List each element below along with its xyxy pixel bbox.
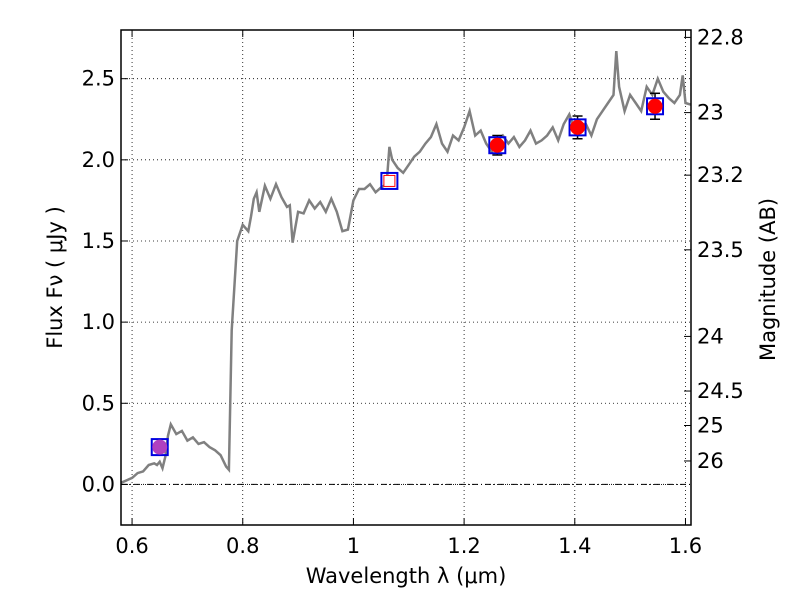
marker-band-4: [568, 115, 587, 140]
x-tick-label-5: 1.6: [669, 534, 702, 558]
marker-band-2: [380, 171, 399, 190]
model-square-4: [568, 118, 587, 137]
marker-band-3: [488, 134, 507, 156]
y2-tick-label-1: 23: [697, 101, 724, 125]
x-tick-label-4: 1.4: [558, 534, 591, 558]
model-square-3: [488, 136, 507, 155]
model-square-5: [646, 97, 665, 116]
y2-axis-label: Magnitude (AB): [756, 198, 780, 361]
y2-tick-label-7: 26: [697, 449, 724, 473]
model-square-1: [150, 438, 169, 457]
marker-band-1: [150, 438, 169, 457]
y-axis-label: Flux Fν ( μJy ): [43, 206, 67, 349]
x-tick-label-3: 1.2: [447, 534, 480, 558]
y2-axis-ticks: 22.8 23 23.2 23.5 24 24.5 25 26: [684, 25, 744, 473]
y2-tick-label-0: 22.8: [697, 25, 744, 49]
x-tick-label-0: 0.6: [115, 534, 148, 558]
x-tick-label-2: 1: [347, 534, 360, 558]
y2-tick-label-6: 25: [697, 413, 724, 437]
y-tick-label-2: 1.0: [82, 310, 115, 334]
data-point-3: [489, 137, 505, 153]
x-axis-label: Wavelength λ (μm): [306, 564, 507, 588]
data-point-4: [570, 119, 586, 135]
y2-tick-label-4: 24: [697, 324, 724, 348]
y-axis-ticks: 0.0 0.5 1.0 1.5 2.0 2.5: [82, 67, 128, 496]
y-tick-label-4: 2.0: [82, 148, 115, 172]
x-axis-ticks: 0.6 0.8 1 1.2 1.4 1.6: [115, 30, 702, 558]
spectrum-line: [120, 51, 692, 484]
x-tick-label-1: 0.8: [226, 534, 259, 558]
y-tick-label-3: 1.5: [82, 229, 115, 253]
y2-tick-label-5: 24.5: [697, 379, 744, 403]
photometry-markers: [150, 92, 665, 457]
data-point-1: [152, 439, 168, 455]
y2-tick-label-2: 23.2: [697, 163, 744, 187]
y-tick-label-0: 0.0: [82, 472, 115, 496]
marker-band-5: [646, 92, 665, 121]
y-tick-label-5: 2.5: [82, 67, 115, 91]
y-tick-label-1: 0.5: [82, 391, 115, 415]
data-point-5: [647, 98, 663, 114]
grid: [121, 30, 691, 525]
model-square-2: [380, 171, 399, 190]
plot-frame: [120, 29, 692, 526]
data-point-2: [383, 174, 396, 187]
y2-tick-label-3: 23.5: [697, 238, 744, 262]
